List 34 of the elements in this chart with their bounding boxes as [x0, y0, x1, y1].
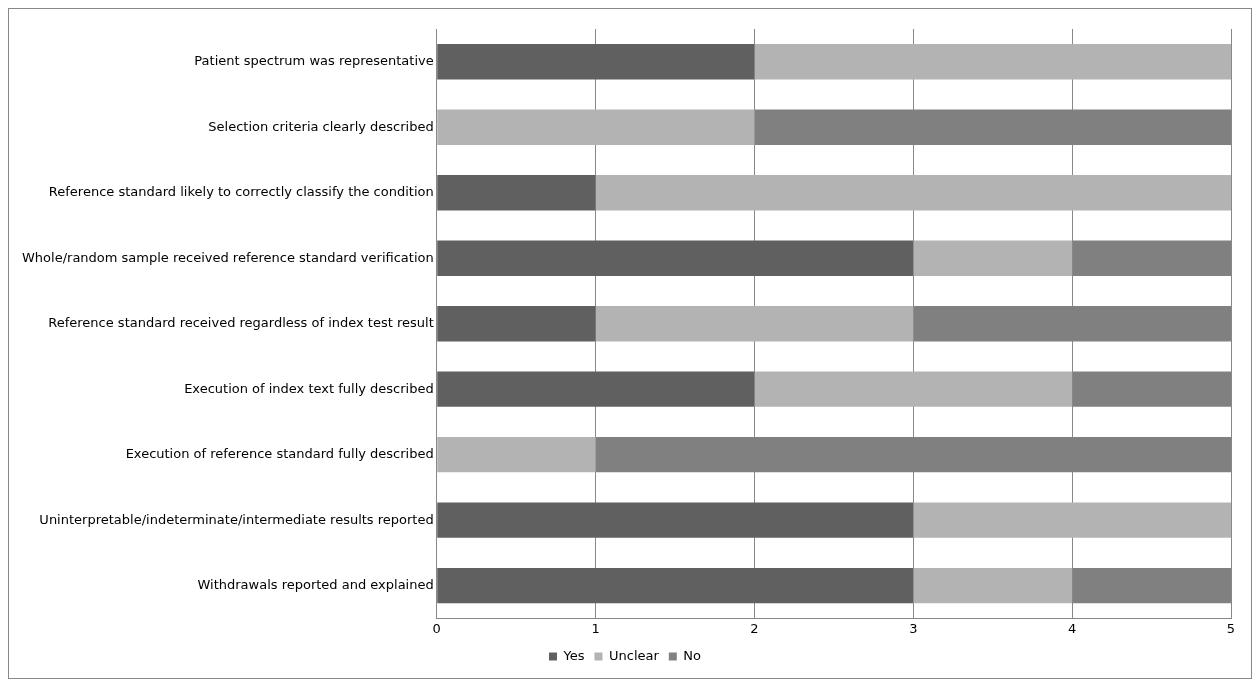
bar	[437, 371, 755, 407]
x-tick-label: 5	[1226, 620, 1236, 636]
bar	[754, 44, 1231, 80]
bar	[437, 109, 755, 145]
legend-label: Unclear	[608, 647, 660, 663]
legend-label: No	[683, 647, 702, 663]
bar	[437, 306, 596, 342]
bar	[595, 175, 1231, 211]
y-tick-label: Execution of reference standard fully described	[125, 446, 434, 462]
y-tick-label: Selection criteria clearly described	[208, 118, 434, 134]
x-tick-label: 1	[591, 620, 600, 636]
y-tick-label: Uninterpretable/indeterminate/intermediate results reported	[39, 511, 434, 527]
x-tick-label: 2	[750, 620, 759, 636]
y-tick-label: Reference standard received regardless of index test result	[48, 315, 434, 331]
bar	[437, 502, 914, 538]
x-tick-label: 3	[909, 620, 918, 636]
bar	[437, 437, 596, 473]
x-tick-label: 0	[432, 620, 441, 636]
y-tick-label: Patient spectrum was representative	[194, 53, 434, 69]
y-tick-label: Withdrawals reported and explained	[197, 577, 434, 593]
x-tick-label: 4	[1068, 620, 1077, 636]
y-tick-label: Execution of index text fully described	[184, 380, 434, 396]
bar	[595, 306, 914, 342]
bar	[437, 44, 755, 80]
y-tick-label: Whole/random sample received reference standard verification	[21, 249, 434, 265]
y-tick-label: Reference standard likely to correctly classify the condition	[48, 184, 434, 200]
legend-label: Yes	[562, 647, 585, 663]
bar	[437, 175, 596, 211]
bar	[913, 240, 1073, 276]
bar	[437, 240, 914, 276]
bar	[913, 502, 1231, 538]
bar	[913, 567, 1073, 604]
bar	[754, 371, 1073, 407]
bar	[437, 567, 914, 604]
